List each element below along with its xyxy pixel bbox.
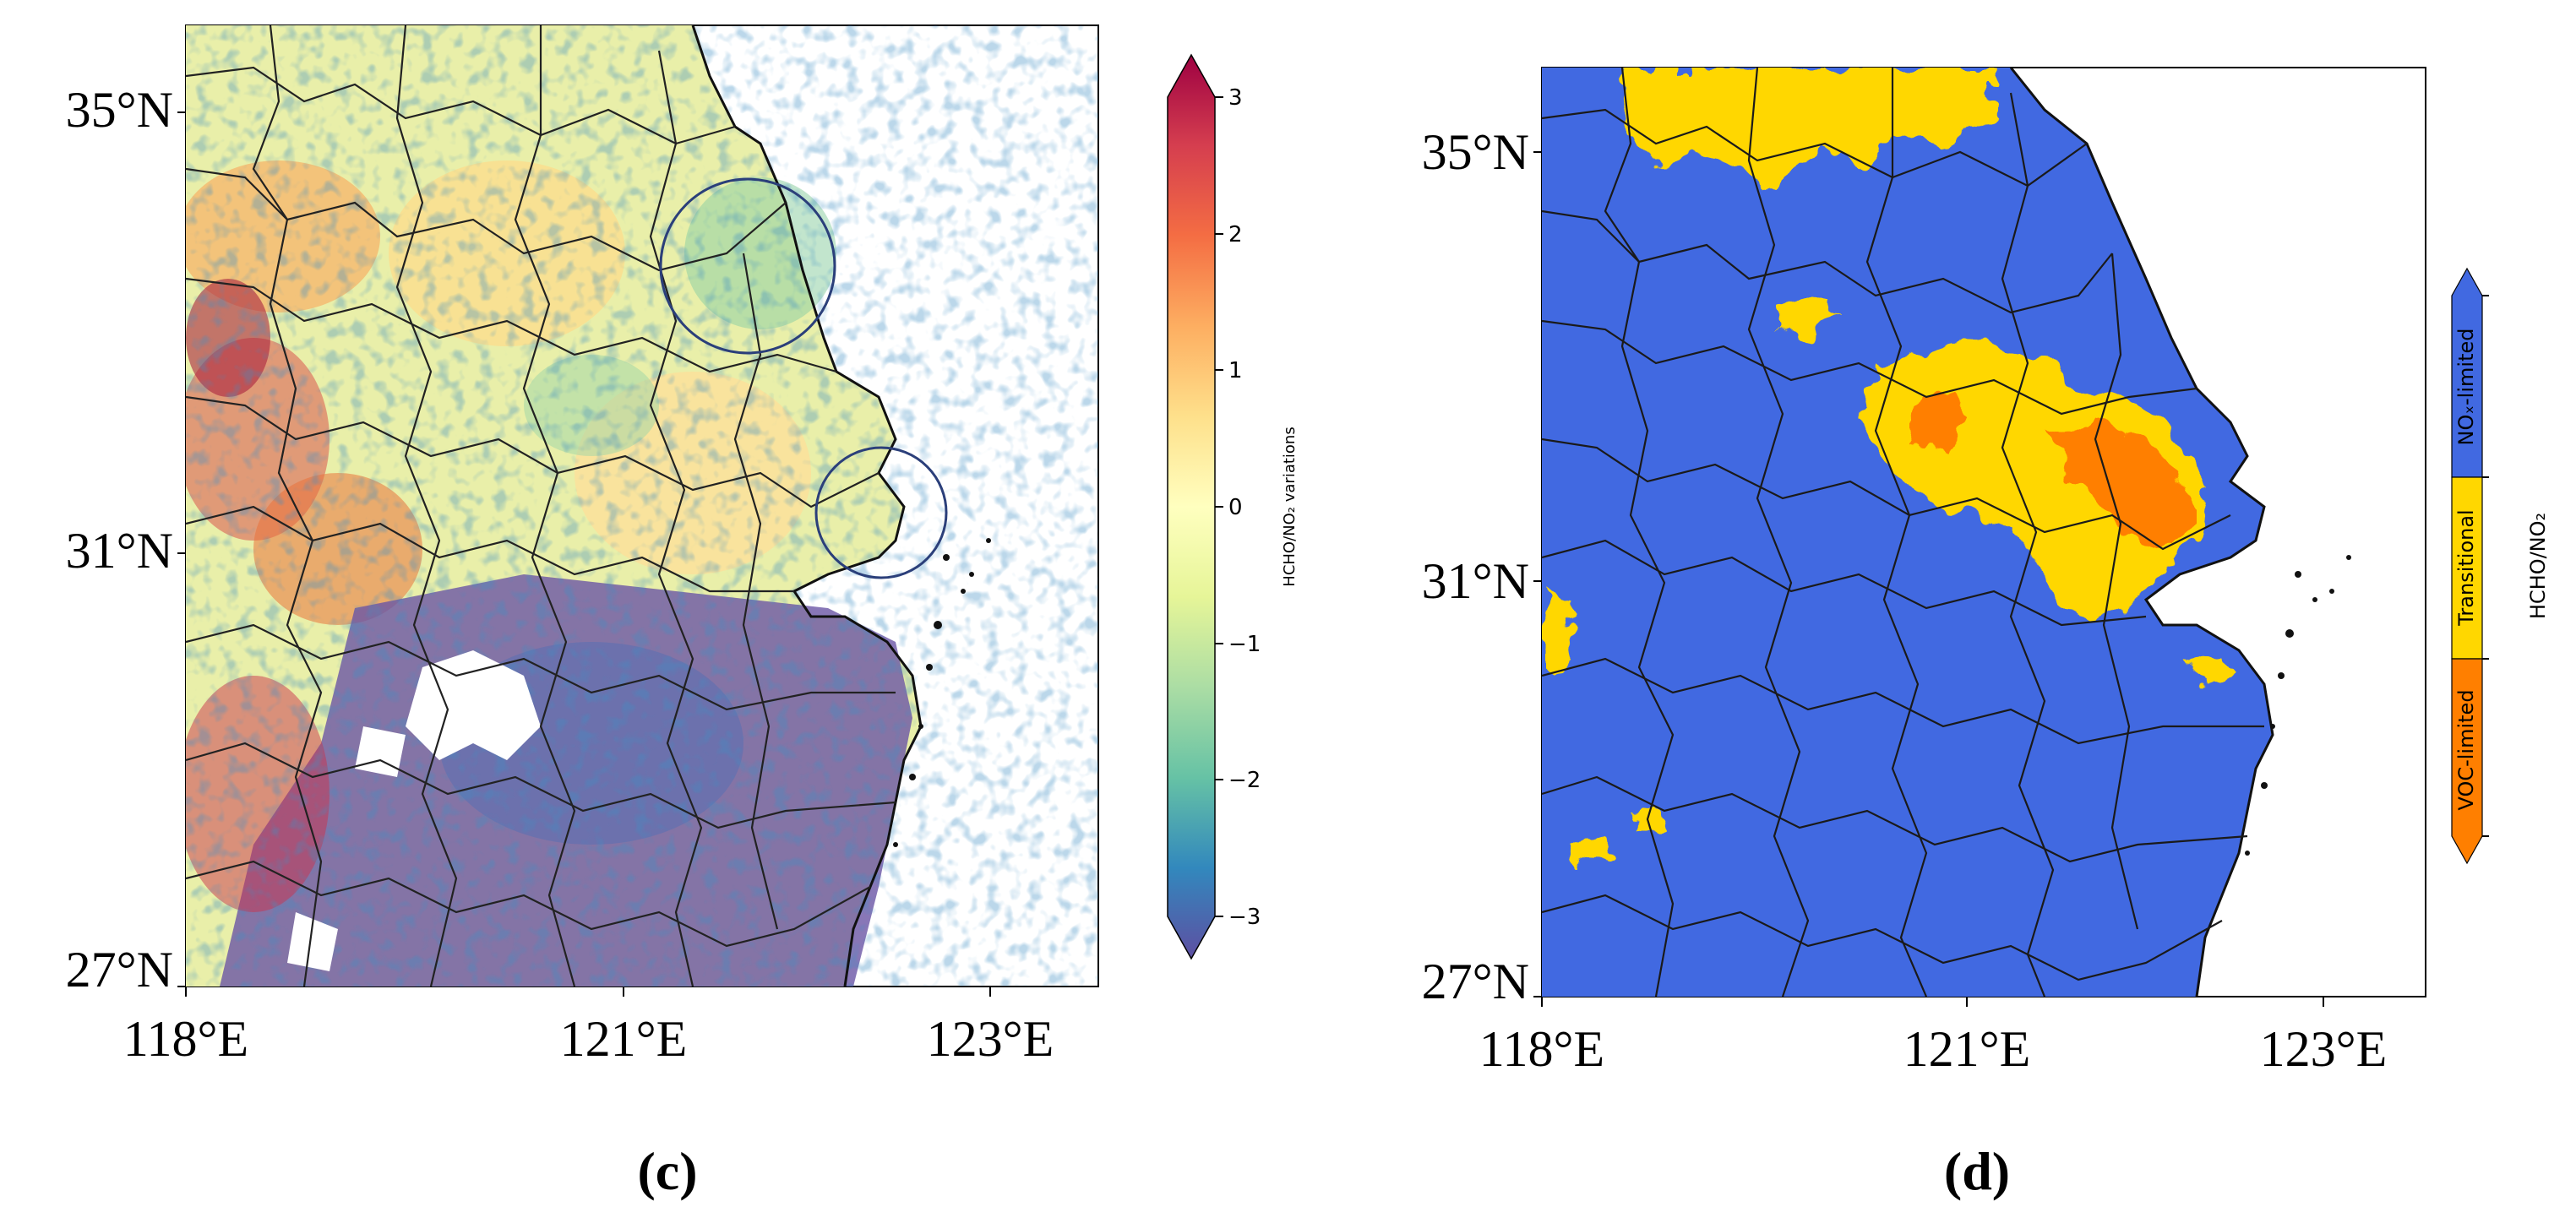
panel-d-islands [2245,555,2351,856]
panel-d-tick-marks [1533,151,2324,1007]
panel-c-coastline [691,25,923,987]
cbar-c-tick-2: 2 [1228,222,1243,247]
panel-c-lat-27: 27°N [66,942,173,997]
cbar-c-tick-m1: −1 [1228,632,1261,657]
cbar-c-tick-0: 0 [1228,495,1243,520]
panel-c-boundaries [186,25,896,987]
panel-c-colorbar: 3 2 1 0 −1 −2 −3 HCHO/NO₂ variations [1167,53,1299,960]
panel-d-lon-121: 121°E [1903,1021,2031,1077]
panel-d-voc-zones [1909,389,2197,549]
panel-c-lon-118: 118°E [123,1011,248,1067]
panel-c-caption: (c) [637,1141,697,1201]
cbar-c-label: HCHO/NO₂ variations [1281,427,1299,586]
cbar-c-tick-3: 3 [1228,85,1243,111]
panel-d-caption: (d) [1944,1141,2010,1201]
cbar-c-tick-1: 1 [1228,358,1243,383]
cbar-d-nox-label: NOₓ-limited [2454,329,2478,446]
cbar-d-voc-label: VOC-limited [2454,689,2478,810]
cbar-d-title: HCHO/NO₂ [2526,513,2550,619]
panel-c-lat-35: 35°N [66,82,173,138]
panel-c-islands [893,538,991,847]
panel-d-lat-35: 35°N [1422,124,1529,180]
panel-c-lon-123: 123°E [927,1011,1054,1067]
cbar-c-tick-m3: −3 [1228,905,1261,930]
panel-d-lon-118: 118°E [1479,1021,1604,1077]
highlight-circle-north [659,177,836,355]
panel-c-lon-121: 121°E [560,1011,688,1067]
panel-d: 35°N 31°N 27°N 118°E 121°E 123°E VOC-lim… [1422,67,2550,1201]
panel-c-tick-marks [177,111,991,997]
panel-d-colorbar: VOC-limited Transitional NOₓ-limited HCH… [2451,267,2550,865]
panel-d-lat-31: 31°N [1422,553,1529,609]
cbar-d-transitional-label: Transitional [2454,509,2478,626]
highlight-circle-shanghai [814,446,948,579]
panel-d-coastline [2009,68,2274,997]
panel-d-lat-27: 27°N [1422,954,1529,1009]
panel-d-boundaries [1542,68,2264,997]
panel-d-lon-123: 123°E [2260,1021,2388,1077]
panel-d-land [1542,68,2273,997]
panel-c-lat-31: 31°N [66,523,173,579]
cbar-c-tick-m2: −2 [1228,768,1261,793]
panel-c: 35°N 31°N 27°N 118°E 121°E 123°E 3 2 1 0 [66,24,1299,1201]
